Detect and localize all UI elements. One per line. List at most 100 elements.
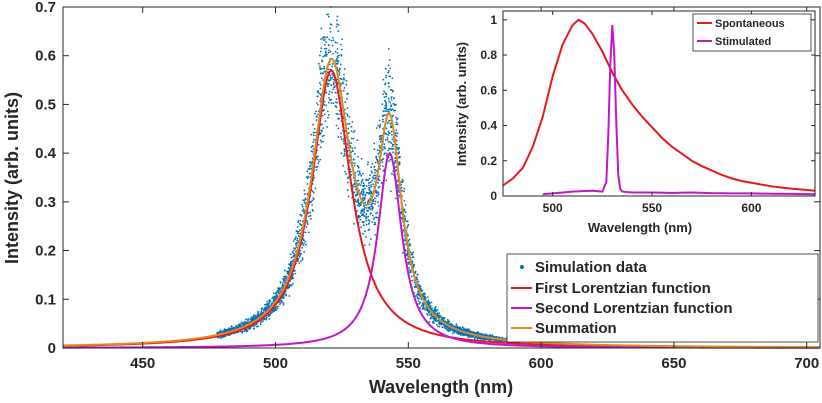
scatter-point [406,254,408,257]
scatter-point [372,202,374,205]
scatter-point [376,211,379,214]
scatter-point [386,108,389,111]
scatter-point [321,123,323,126]
scatter-point [288,286,291,289]
scatter-point [354,147,356,149]
scatter-point [328,97,330,99]
scatter-point [294,237,297,240]
scatter-point [311,199,313,202]
scatter-point [341,48,343,51]
scatter-point [378,119,381,122]
scatter-point [434,319,436,322]
scatter-point [445,327,448,330]
scatter-point [346,98,348,100]
scatter-point [327,114,330,116]
scatter-point [323,43,326,46]
scatter-point [358,205,361,208]
legend-label-spontaneous: Spontaneous [715,18,785,30]
scatter-point [388,100,390,102]
scatter-point [330,84,333,87]
scatter-point [345,173,348,175]
scatter-point [257,315,259,317]
scatter-point [228,327,231,330]
scatter-point [360,192,362,195]
scatter-point [440,322,443,325]
scatter-point [361,197,364,200]
scatter-point [306,220,308,222]
scatter-point [343,154,346,157]
scatter-point [327,13,330,16]
scatter-point [309,161,311,164]
scatter-point [295,236,297,238]
scatter-point [429,314,431,316]
scatter-point [301,205,304,208]
main-legend-box [506,253,819,343]
scatter-point [424,309,427,311]
scatter-point [417,300,420,302]
scatter-point [326,126,329,128]
scatter-point [331,36,334,39]
scatter-point [375,212,377,215]
scatter-point [327,116,329,119]
scatter-point [289,262,292,265]
scatter-point [401,252,404,254]
scatter-point [336,59,338,62]
scatter-point [384,92,387,94]
x-tick-label: 700 [794,355,819,372]
scatter-point [303,189,306,192]
scatter-point [365,213,368,216]
scatter-point [360,203,362,206]
scatter-point [296,225,299,228]
inset-y-tick-label: 0.6 [480,83,497,97]
scatter-point [365,217,367,220]
scatter-point [327,15,330,18]
scatter-point [370,238,372,241]
scatter-point [369,181,372,184]
scatter-point [308,172,311,175]
scatter-point [274,292,277,295]
scatter-point [324,36,327,39]
scatter-point [239,324,242,327]
scatter-point [327,101,330,104]
scatter-point [271,297,274,299]
scatter-point [368,220,371,222]
scatter-point [343,87,346,89]
scatter-point [279,303,281,306]
scatter-point [346,113,349,116]
scatter-point [338,67,341,70]
scatter-point [356,210,358,212]
scatter-point [292,255,295,258]
scatter-point [408,238,411,241]
scatter-point [383,152,386,155]
scatter-point [379,140,382,143]
scatter-point [268,318,271,320]
scatter-point [368,189,371,192]
scatter-point [294,242,297,245]
scatter-point [317,162,320,165]
scatter-point [366,209,368,212]
scatter-point [256,316,259,319]
scatter-point [336,42,339,44]
scatter-point [372,198,375,201]
scatter-point [370,205,373,208]
scatter-point [310,218,312,220]
scatter-point [428,321,431,323]
scatter-point [364,230,366,233]
scatter-point [373,142,376,145]
scatter-point [378,144,381,147]
scatter-point [306,183,309,185]
scatter-point [350,125,353,128]
scatter-point [444,325,447,327]
scatter-point [388,69,390,72]
scatter-point [370,191,373,194]
scatter-point [382,78,385,81]
scatter-point [328,90,331,93]
scatter-point [383,143,386,146]
scatter-point [357,216,360,219]
scatter-point [461,326,464,329]
scatter-point [397,152,400,155]
scatter-point [355,200,358,203]
scatter-point [404,204,407,206]
scatter-point [279,302,282,304]
scatter-point [342,140,345,143]
